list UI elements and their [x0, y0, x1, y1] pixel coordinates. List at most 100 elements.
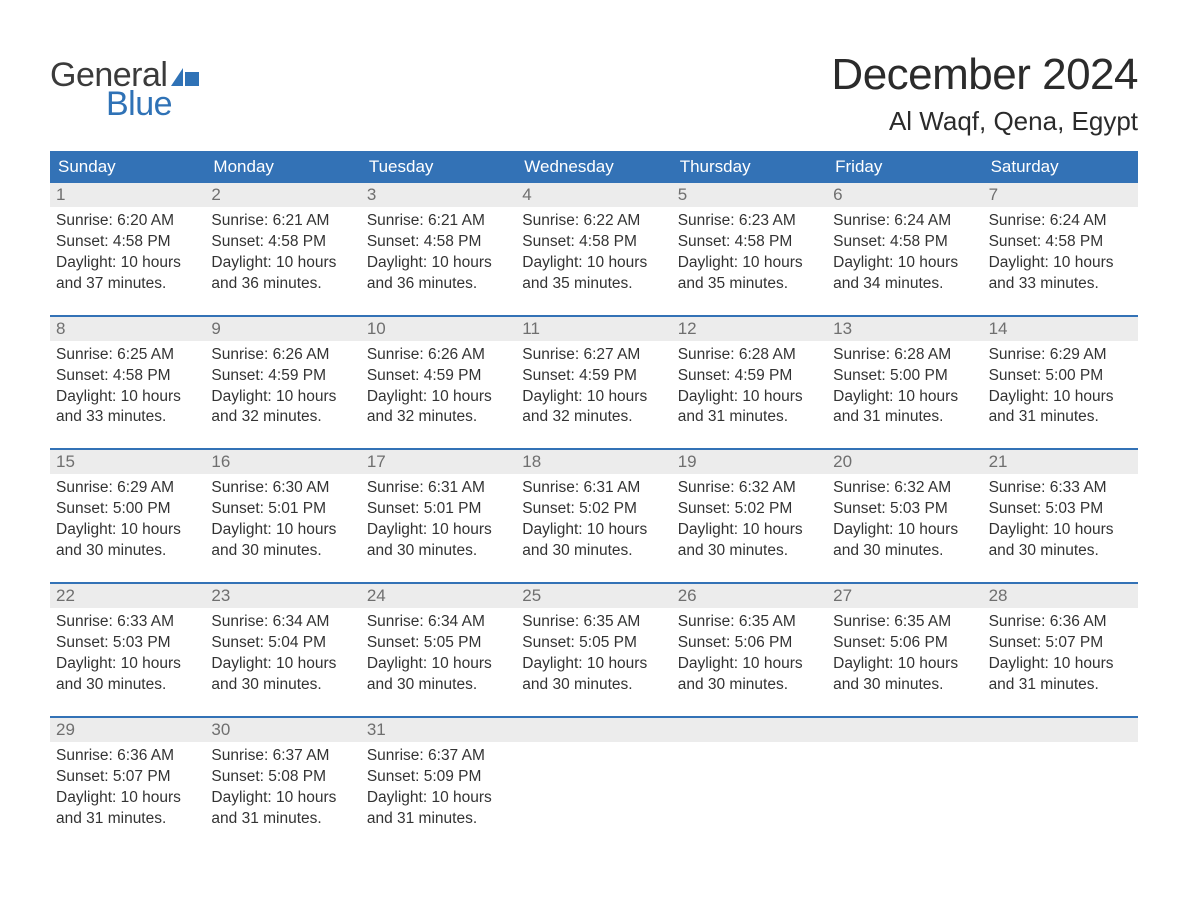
week-block: 293031Sunrise: 6:36 AMSunset: 5:07 PMDay…: [50, 716, 1138, 832]
sunset-text: Sunset: 5:07 PM: [989, 633, 1132, 654]
daylight-line-1: Daylight: 10 hours: [367, 387, 510, 408]
sunrise-text: Sunrise: 6:34 AM: [367, 612, 510, 633]
daylight-line-2: and 37 minutes.: [56, 274, 199, 295]
daylight-line-2: and 30 minutes.: [989, 541, 1132, 562]
daylight-line-1: Daylight: 10 hours: [522, 387, 665, 408]
week-block: 891011121314Sunrise: 6:25 AMSunset: 4:58…: [50, 315, 1138, 431]
title-block: December 2024 Al Waqf, Qena, Egypt: [831, 50, 1138, 137]
daylight-line-2: and 35 minutes.: [678, 274, 821, 295]
weekday-header: Sunday: [50, 151, 205, 183]
sunset-text: Sunset: 4:58 PM: [989, 232, 1132, 253]
sunset-text: Sunset: 4:59 PM: [678, 366, 821, 387]
sunset-text: Sunset: 4:58 PM: [56, 366, 199, 387]
sunset-text: Sunset: 4:59 PM: [522, 366, 665, 387]
day-number: 9: [205, 317, 360, 341]
day-body-row: Sunrise: 6:33 AMSunset: 5:03 PMDaylight:…: [50, 608, 1138, 698]
daylight-line-2: and 31 minutes.: [56, 809, 199, 830]
day-body-row: Sunrise: 6:20 AMSunset: 4:58 PMDaylight:…: [50, 207, 1138, 297]
logo: General Blue: [50, 50, 201, 124]
daylight-line-1: Daylight: 10 hours: [56, 788, 199, 809]
day-cell: Sunrise: 6:34 AMSunset: 5:05 PMDaylight:…: [361, 608, 516, 698]
sunrise-text: Sunrise: 6:26 AM: [367, 345, 510, 366]
daylight-line-1: Daylight: 10 hours: [211, 520, 354, 541]
sunrise-text: Sunrise: 6:35 AM: [833, 612, 976, 633]
daylight-line-2: and 32 minutes.: [367, 407, 510, 428]
day-number: [827, 718, 982, 742]
daylight-line-2: and 36 minutes.: [211, 274, 354, 295]
day-number: 16: [205, 450, 360, 474]
day-cell: Sunrise: 6:29 AMSunset: 5:00 PMDaylight:…: [983, 341, 1138, 431]
sunrise-text: Sunrise: 6:29 AM: [989, 345, 1132, 366]
sunrise-text: Sunrise: 6:29 AM: [56, 478, 199, 499]
daylight-line-2: and 30 minutes.: [56, 541, 199, 562]
day-cell: Sunrise: 6:35 AMSunset: 5:06 PMDaylight:…: [672, 608, 827, 698]
sunrise-text: Sunrise: 6:23 AM: [678, 211, 821, 232]
sunrise-text: Sunrise: 6:25 AM: [56, 345, 199, 366]
sunrise-text: Sunrise: 6:30 AM: [211, 478, 354, 499]
sunrise-text: Sunrise: 6:33 AM: [989, 478, 1132, 499]
daylight-line-1: Daylight: 10 hours: [56, 253, 199, 274]
daylight-line-2: and 32 minutes.: [211, 407, 354, 428]
sunrise-text: Sunrise: 6:21 AM: [211, 211, 354, 232]
day-cell: Sunrise: 6:31 AMSunset: 5:01 PMDaylight:…: [361, 474, 516, 564]
sunrise-text: Sunrise: 6:37 AM: [367, 746, 510, 767]
sunset-text: Sunset: 5:02 PM: [522, 499, 665, 520]
sunrise-text: Sunrise: 6:31 AM: [367, 478, 510, 499]
daylight-line-1: Daylight: 10 hours: [833, 387, 976, 408]
daylight-line-1: Daylight: 10 hours: [522, 654, 665, 675]
weekday-header: Wednesday: [516, 151, 671, 183]
day-number: 24: [361, 584, 516, 608]
daylight-line-2: and 30 minutes.: [56, 675, 199, 696]
day-number-row: 1234567: [50, 183, 1138, 207]
sunset-text: Sunset: 4:59 PM: [367, 366, 510, 387]
sunrise-text: Sunrise: 6:26 AM: [211, 345, 354, 366]
sunrise-text: Sunrise: 6:31 AM: [522, 478, 665, 499]
daylight-line-1: Daylight: 10 hours: [367, 788, 510, 809]
weekday-header: Monday: [205, 151, 360, 183]
daylight-line-1: Daylight: 10 hours: [989, 654, 1132, 675]
daylight-line-1: Daylight: 10 hours: [833, 654, 976, 675]
daylight-line-1: Daylight: 10 hours: [678, 520, 821, 541]
day-number: 20: [827, 450, 982, 474]
day-cell: Sunrise: 6:34 AMSunset: 5:04 PMDaylight:…: [205, 608, 360, 698]
sunset-text: Sunset: 5:01 PM: [211, 499, 354, 520]
header-section: General Blue December 2024 Al Waqf, Qena…: [50, 50, 1138, 137]
weekday-header: Saturday: [983, 151, 1138, 183]
day-number: 3: [361, 183, 516, 207]
daylight-line-2: and 31 minutes.: [833, 407, 976, 428]
day-cell: Sunrise: 6:32 AMSunset: 5:03 PMDaylight:…: [827, 474, 982, 564]
daylight-line-1: Daylight: 10 hours: [211, 253, 354, 274]
weekday-header: Friday: [827, 151, 982, 183]
daylight-line-2: and 33 minutes.: [989, 274, 1132, 295]
day-cell: Sunrise: 6:24 AMSunset: 4:58 PMDaylight:…: [827, 207, 982, 297]
day-cell: [672, 742, 827, 832]
daylight-line-2: and 30 minutes.: [367, 675, 510, 696]
daylight-line-2: and 30 minutes.: [367, 541, 510, 562]
daylight-line-2: and 31 minutes.: [989, 407, 1132, 428]
daylight-line-1: Daylight: 10 hours: [211, 788, 354, 809]
sunset-text: Sunset: 5:03 PM: [56, 633, 199, 654]
day-number: 14: [983, 317, 1138, 341]
sunrise-text: Sunrise: 6:28 AM: [678, 345, 821, 366]
day-number: 26: [672, 584, 827, 608]
day-number: 13: [827, 317, 982, 341]
daylight-line-1: Daylight: 10 hours: [678, 253, 821, 274]
day-body-row: Sunrise: 6:36 AMSunset: 5:07 PMDaylight:…: [50, 742, 1138, 832]
day-body-row: Sunrise: 6:25 AMSunset: 4:58 PMDaylight:…: [50, 341, 1138, 431]
sunset-text: Sunset: 5:00 PM: [989, 366, 1132, 387]
daylight-line-1: Daylight: 10 hours: [833, 253, 976, 274]
daylight-line-2: and 32 minutes.: [522, 407, 665, 428]
weekday-header: Thursday: [672, 151, 827, 183]
daylight-line-2: and 31 minutes.: [367, 809, 510, 830]
daylight-line-1: Daylight: 10 hours: [833, 520, 976, 541]
logo-flag-icon: [171, 66, 201, 91]
daylight-line-1: Daylight: 10 hours: [56, 387, 199, 408]
sunset-text: Sunset: 5:06 PM: [678, 633, 821, 654]
sunrise-text: Sunrise: 6:35 AM: [678, 612, 821, 633]
day-cell: Sunrise: 6:24 AMSunset: 4:58 PMDaylight:…: [983, 207, 1138, 297]
day-number: 6: [827, 183, 982, 207]
sunset-text: Sunset: 5:04 PM: [211, 633, 354, 654]
day-number: 23: [205, 584, 360, 608]
day-number: 2: [205, 183, 360, 207]
location-title: Al Waqf, Qena, Egypt: [831, 106, 1138, 137]
